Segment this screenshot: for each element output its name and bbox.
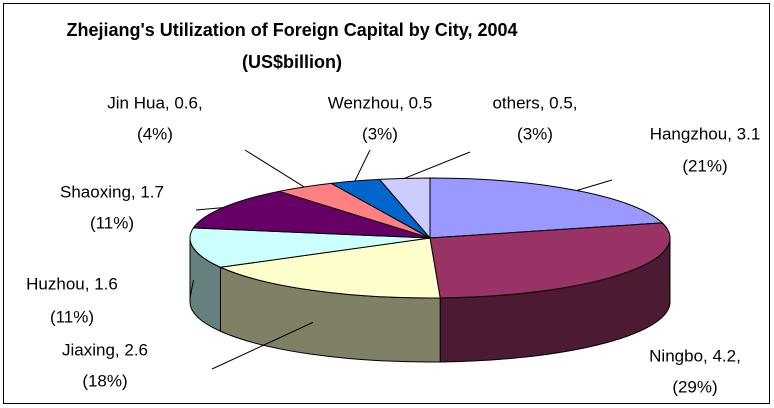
percent-label: (3%) xyxy=(517,124,553,143)
pie-slice xyxy=(218,237,441,299)
chart-title: Zhejiang's Utilization of Foreign Capita… xyxy=(66,20,517,40)
percent-label: (11%) xyxy=(50,307,94,326)
leader-line xyxy=(211,321,314,370)
leader-line xyxy=(189,280,194,299)
percent-label: (4%) xyxy=(137,124,173,143)
chart-subtitle: (US$billion) xyxy=(242,52,342,72)
data-label: Hangzhou, 3.1 xyxy=(650,124,761,143)
percent-label: (18%) xyxy=(82,371,127,390)
data-label: Jin Hua, 0.6, xyxy=(107,93,202,112)
percent-label: (3%) xyxy=(362,124,398,143)
leader-line xyxy=(576,179,613,192)
percent-label: (11%) xyxy=(90,213,134,232)
pie-slice xyxy=(429,177,664,239)
percent-label: (21%) xyxy=(682,156,727,175)
data-label: Ningbo, 4.2, xyxy=(649,346,741,365)
pie-slice xyxy=(189,227,431,268)
data-label: Huzhou, 1.6 xyxy=(26,274,118,293)
leader-line xyxy=(404,151,471,179)
leader-line xyxy=(354,149,371,182)
data-label: others, 0.5, xyxy=(492,93,577,112)
data-label: Jiaxing, 2.6 xyxy=(62,340,148,359)
data-label: Shaoxing, 1.7 xyxy=(60,182,164,201)
leader-line xyxy=(195,207,224,211)
data-label: Wenzhou, 0.5 xyxy=(328,93,433,112)
pie-slice xyxy=(378,177,431,240)
pie-slice xyxy=(429,222,671,299)
percent-label: (29%) xyxy=(672,377,717,396)
leader-line xyxy=(244,149,305,188)
